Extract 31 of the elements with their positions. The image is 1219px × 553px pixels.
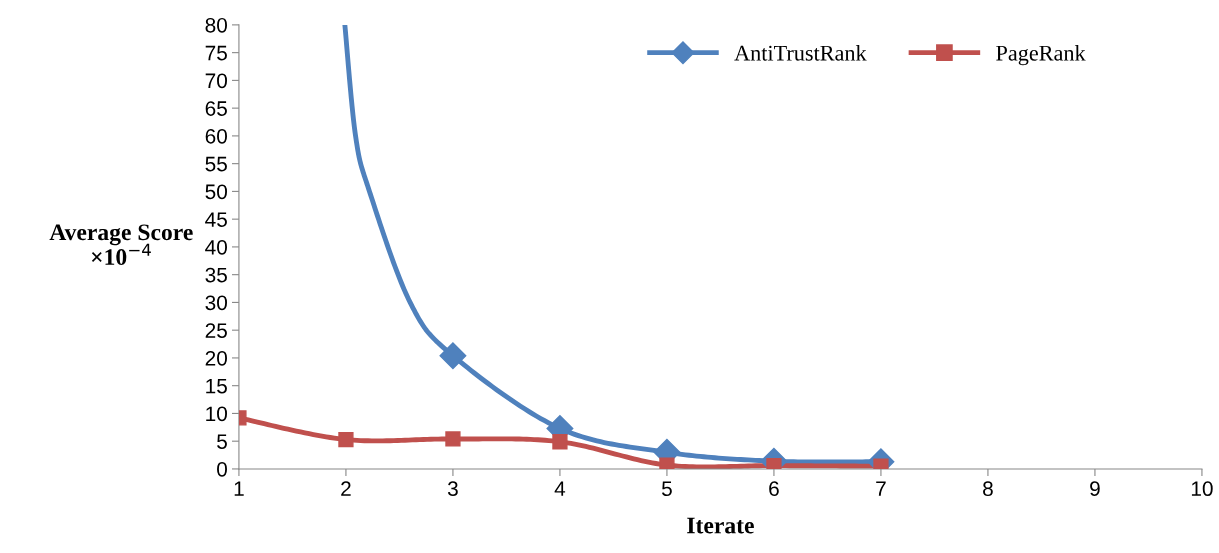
y-tick-label: 80 — [205, 17, 227, 33]
y-tick-label: 10 — [206, 406, 227, 422]
legend-label: AntiTrustRank — [734, 45, 867, 61]
y-tick-label: 5 — [217, 434, 227, 449]
y-tick-label: 60 — [205, 128, 227, 144]
x-tick-label: 1 — [234, 481, 244, 496]
x-tick-label: 3 — [447, 481, 458, 497]
x-tick-label: 7 — [876, 481, 886, 496]
y-tick-label: 55 — [205, 156, 227, 172]
y-tick-label: 15 — [206, 378, 227, 394]
x-tick-label: 2 — [341, 481, 351, 496]
y-tick-label: 65 — [205, 101, 227, 116]
y-tick-label: 30 — [205, 295, 227, 311]
y-tick-label: 50 — [205, 184, 227, 200]
y-tick-label: 0 — [217, 461, 227, 477]
y-tick-label: 45 — [205, 212, 227, 227]
x-tick-label: 5 — [661, 481, 672, 497]
x-tick-label: 8 — [983, 481, 993, 497]
y-tick-label: 25 — [205, 323, 227, 338]
x-axis-title: Iterate — [687, 517, 754, 534]
x-tick-label: 4 — [554, 481, 566, 496]
y-tick-label: 35 — [205, 267, 227, 283]
x-tick-label: 9 — [1090, 481, 1100, 497]
y-tick-label: 70 — [205, 73, 227, 89]
y-tick-label: 75 — [205, 45, 227, 61]
x-tick-label: 10 — [1191, 481, 1213, 497]
y-tick-label: 40 — [205, 239, 227, 255]
legend-label: PageRank — [996, 45, 1086, 66]
y-tick-label: 20 — [205, 350, 227, 366]
y-axis-title: Average Score ×10$^{−4}$ — [49, 224, 193, 266]
x-tick-label: 6 — [769, 481, 779, 497]
